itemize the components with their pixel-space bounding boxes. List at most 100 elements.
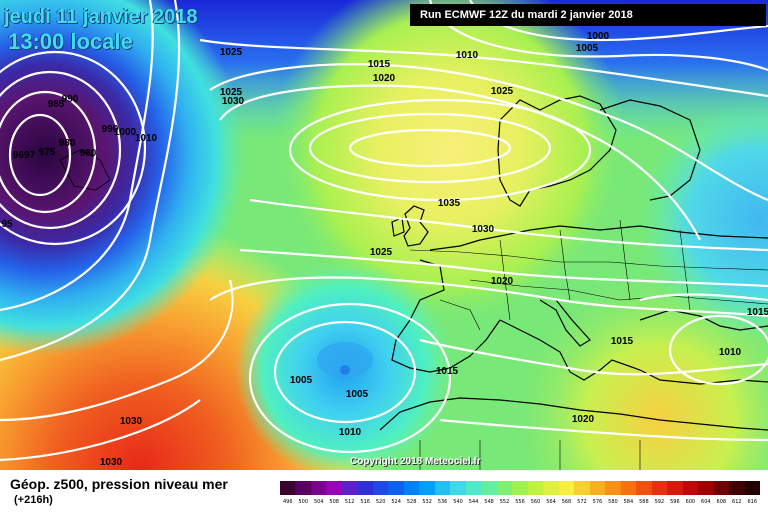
isobar-label: 1025	[370, 247, 393, 258]
scale-swatch	[496, 481, 513, 495]
border-lines-3	[499, 239, 511, 321]
scale-swatch	[620, 481, 637, 495]
scale-swatch	[388, 481, 404, 495]
finland-russia-coast	[599, 99, 701, 201]
isobar-1010-north	[199, 38, 768, 98]
isobar-label: 1015	[436, 366, 459, 377]
scale-swatch	[605, 481, 621, 495]
isobar-label: 1030	[120, 416, 143, 427]
scale-swatch	[744, 481, 761, 495]
scale-label: 564	[546, 499, 556, 505]
isobar-985	[0, 70, 122, 230]
isobar-label: 1015	[747, 307, 768, 318]
field-name: Géop. z500, pression niveau mer	[10, 476, 228, 492]
border-lines-7	[439, 299, 481, 331]
iberia-france-coast	[391, 259, 501, 373]
scale-swatch	[512, 481, 528, 495]
scale-swatch	[465, 481, 482, 495]
scale-swatch	[636, 481, 652, 495]
scale-label: 592	[654, 499, 665, 505]
isobar-1025-mid	[239, 248, 768, 288]
scale-label: 552	[499, 499, 510, 505]
isobar-1035	[348, 128, 512, 168]
scale-label: 576	[592, 499, 603, 505]
model-run-banner: Run ECMWF 12Z du mardi 2 janvier 2018	[410, 4, 766, 26]
isobar-1005-cutoff	[273, 320, 417, 424]
black-sea-coast	[639, 309, 768, 331]
scale-label: 540	[453, 499, 463, 505]
isobar-label: 1020	[373, 73, 396, 84]
scale-label: 556	[515, 499, 525, 505]
border-lines-6	[679, 229, 691, 311]
isobar-1010-west	[0, 0, 181, 362]
scale-swatch	[682, 481, 699, 495]
scale-swatch	[527, 481, 544, 495]
med-north-coast	[499, 319, 768, 385]
scale-label: 500	[298, 499, 308, 505]
scale-swatch	[667, 481, 683, 495]
scale-label: 504	[313, 499, 324, 505]
isobar-label: 985	[48, 99, 65, 110]
color-scale-labels: 496 500 504 508 512 516 520 524 528 532 536 540 544 5…	[280, 499, 760, 509]
isobar-label: 1000	[114, 127, 137, 138]
atlantic-low-field	[0, 0, 768, 470]
isobar-990	[0, 50, 147, 246]
border-lines-1	[409, 249, 768, 271]
scale-label: 520	[375, 499, 386, 505]
isobar-label: 1015	[611, 336, 634, 347]
isobar-1015	[209, 63, 768, 202]
isobar-lines	[0, 0, 768, 462]
isobar-label: 980	[80, 148, 97, 159]
isobar-1020	[219, 84, 701, 241]
isobar-label: 95	[1, 219, 13, 230]
scale-swatch	[651, 481, 668, 495]
scale-swatch	[450, 481, 466, 495]
copyright-text: Copyright 2018 Meteociel.fr	[350, 456, 481, 467]
scale-label: 536	[437, 499, 448, 505]
italy-outline	[539, 299, 591, 347]
scale-label: 508	[329, 499, 339, 505]
isobar-label: 1025	[491, 86, 514, 97]
isobar-label: 1035	[438, 198, 461, 209]
scale-swatch	[326, 481, 342, 495]
isobar-1025	[288, 98, 592, 202]
isobar-1015-east	[639, 293, 768, 302]
isobar-1035-southwest	[0, 399, 201, 462]
isobar-label: 980	[59, 138, 76, 149]
isobar-1015-south	[419, 338, 768, 376]
scale-label: 600	[685, 499, 696, 505]
scale-swatch	[419, 481, 435, 495]
isobar-1030-southwest	[0, 279, 234, 422]
cutoff-low-core	[317, 342, 373, 378]
isobar-label: 1010	[135, 133, 158, 144]
isobar-label: 1010	[339, 427, 362, 438]
valid-date-title: jeudi 11 janvier 2018	[4, 6, 198, 28]
isobar-label: 1005	[346, 389, 369, 400]
scale-swatch	[357, 481, 373, 495]
isobar-label: 1030	[222, 96, 245, 107]
isobar-label: 975	[39, 147, 56, 158]
isobar-1010-east	[668, 314, 768, 386]
weather-map[interactable]: 1000 1005 1010 1025 1015 1020 1025 1025 1030 990 9…	[0, 0, 768, 470]
isobar-1030-mid	[249, 198, 768, 252]
isobar-1005-north	[428, 0, 768, 72]
scale-label: 516	[360, 499, 370, 505]
border-lines-2	[469, 279, 768, 305]
scale-swatch	[698, 481, 714, 495]
britain-outline	[403, 205, 429, 247]
scale-swatch	[403, 481, 420, 495]
scale-label: 608	[716, 499, 727, 505]
scale-swatch	[729, 481, 745, 495]
scale-swatch	[434, 481, 451, 495]
scale-label: 596	[670, 499, 680, 505]
isobar-labels: 1000100510101025101510201025102510309909…	[1, 31, 768, 468]
scale-label: 528	[406, 499, 417, 505]
coastlines	[59, 95, 768, 470]
scale-label: 560	[530, 499, 541, 505]
scale-swatch	[341, 481, 358, 495]
north-africa-coast	[379, 397, 768, 431]
scale-label: 532	[422, 499, 432, 505]
isobar-label: 9697	[13, 150, 36, 161]
scale-swatch	[295, 481, 311, 495]
scale-label: 584	[623, 499, 634, 505]
